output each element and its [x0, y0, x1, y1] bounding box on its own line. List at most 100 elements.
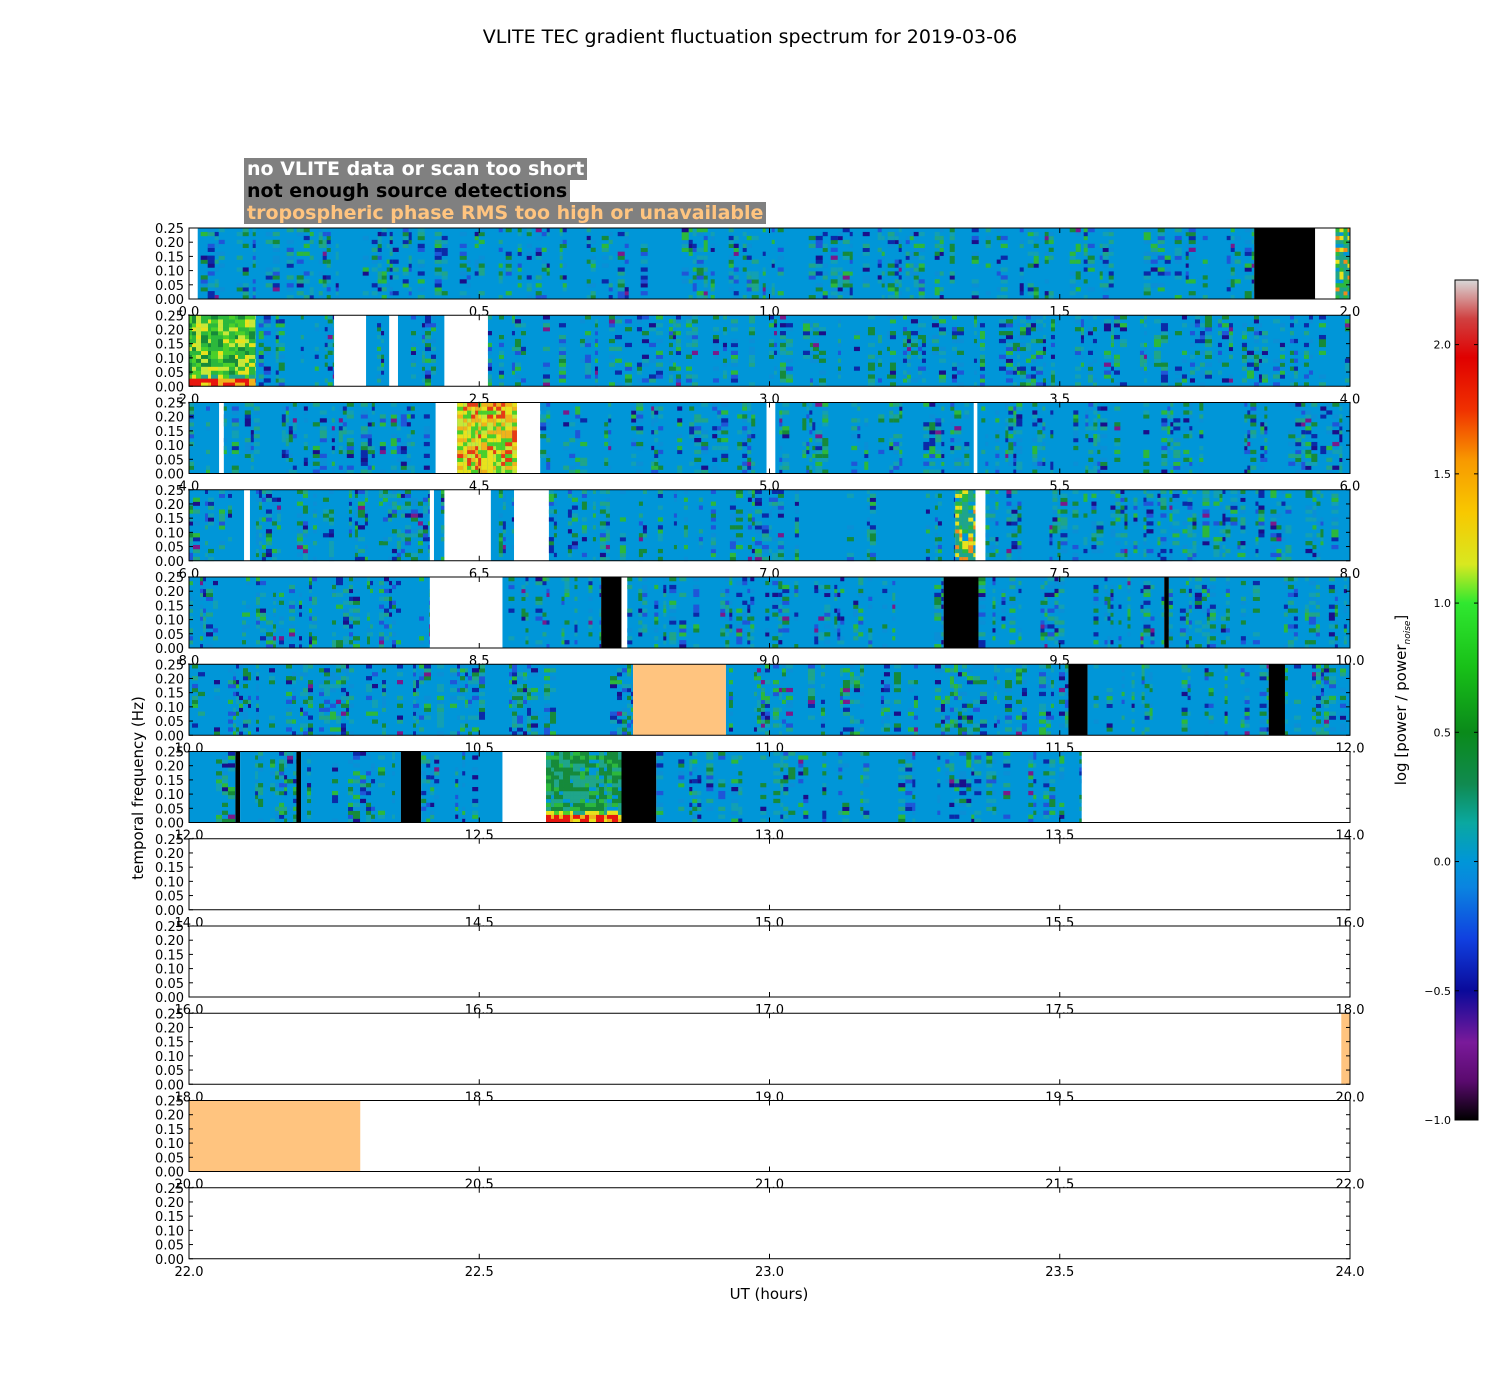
colorbar-tick-label: 1.0: [1434, 597, 1452, 610]
y-tick-label: 0.15: [155, 861, 184, 876]
y-tick-label: 0.00: [155, 991, 184, 1006]
segment-no-detections: [400, 751, 422, 823]
segment-spectrum: [775, 402, 974, 474]
y-tick-label: 0.10: [155, 1050, 184, 1065]
y-tick-label: 0.15: [155, 425, 184, 440]
panel-background: [189, 1013, 1350, 1085]
y-tick-label: 0.05: [155, 1239, 184, 1254]
segment-no-data: [219, 402, 224, 474]
panel-11: 0.000.050.100.150.200.25 22.0 22.5 23.0 23.5…: [155, 1182, 1364, 1280]
segment-spectrum: [627, 577, 944, 649]
panel-background: [189, 926, 1350, 997]
y-tick-label: 0.20: [155, 585, 184, 600]
legend-no-detections: not enough source detections: [244, 180, 571, 202]
segment-tropospheric: [189, 1100, 361, 1172]
y-tick-label: 0.15: [155, 1123, 184, 1138]
colorbar-tick-label: −0.5: [1424, 985, 1451, 998]
y-tick-label: 0.20: [155, 847, 184, 862]
y-tick-label: 0.15: [155, 512, 184, 527]
y-tick-label: 0.05: [155, 366, 184, 381]
y-tick-label: 0.10: [155, 788, 184, 803]
y-tick-label: 0.20: [155, 236, 184, 251]
segment-no-data: [244, 489, 250, 561]
panel-4: 0.000.050.100.150.200.258.0 8.5 9.0 9.5 10.0: [155, 571, 1364, 669]
segment-no-data: [973, 402, 978, 474]
segment-no-data: [514, 489, 549, 561]
y-tick-label: 0.25: [155, 1182, 184, 1197]
segment-no-data: [1081, 751, 1350, 823]
panel-3: 0.000.050.100.150.200.256.0 6.5 7.0 7.5 8.0: [155, 484, 1360, 582]
segment-no-data: [435, 402, 458, 474]
panel-background: [189, 838, 1350, 910]
segment-no-detections: [621, 751, 657, 823]
y-tick-label: 0.15: [155, 774, 184, 789]
panel-background: [189, 1187, 1350, 1259]
segment-spectrum: [548, 489, 956, 562]
x-tick-label: 23.0: [755, 1265, 784, 1280]
y-tick-label: 0.15: [155, 687, 184, 702]
y-tick-label: 0.05: [155, 541, 184, 556]
chart-title: VLITE TEC gradient fluctuation spectrum …: [483, 26, 1017, 48]
segment-no-data: [1315, 228, 1336, 299]
segment-tropospheric: [633, 664, 726, 736]
segment-spectrum: [421, 751, 503, 823]
segment-no-data: [975, 489, 986, 561]
segment-spectrum: [457, 402, 517, 474]
x-tick-label: 22.5: [465, 1265, 494, 1280]
colorbar-gradient: [1455, 280, 1478, 1120]
segment-spectrum: [189, 402, 220, 474]
segment-spectrum: [955, 489, 976, 562]
y-tick-label: 0.00: [155, 380, 184, 395]
segment-no-detections: [235, 751, 241, 823]
panel-2: 0.000.050.100.150.200.254.0 4.5 5.0 5.5 6.0: [155, 397, 1360, 495]
segment-no-data: [621, 577, 628, 648]
segment-no-detections: [1268, 664, 1285, 736]
y-tick-label: 0.20: [155, 498, 184, 513]
segment-no-detections: [1254, 228, 1316, 299]
segment-spectrum: [656, 751, 1082, 823]
segment-spectrum: [249, 489, 430, 562]
y-tick-label: 0.20: [155, 760, 184, 775]
x-tick-label: 22.0: [175, 1265, 204, 1280]
segment-spectrum: [487, 315, 1350, 387]
y-tick-label: 0.00: [155, 1078, 184, 1093]
segment-spectrum: [1284, 664, 1350, 736]
y-axis-label: temporal frequency (Hz): [129, 696, 147, 880]
panel-1: 0.000.050.100.150.200.252.0 2.5 3.0 3.5 4.0: [155, 309, 1360, 407]
y-tick-label: 0.00: [155, 817, 184, 832]
y-tick-label: 0.20: [155, 1021, 184, 1036]
y-tick-label: 0.20: [155, 672, 184, 687]
y-tick-label: 0.25: [155, 484, 184, 499]
segment-spectrum: [189, 489, 245, 562]
segment-spectrum: [546, 751, 622, 823]
y-tick-label: 0.00: [155, 293, 184, 308]
colorbar-frame: [1454, 279, 1479, 1121]
y-tick-label: 0.15: [155, 1210, 184, 1225]
y-tick-label: 0.15: [155, 338, 184, 353]
segment-no-data: [189, 228, 198, 299]
y-tick-label: 0.00: [155, 555, 184, 570]
segment-spectrum: [725, 664, 1069, 736]
x-tick-label: 24.0: [1336, 1265, 1365, 1280]
y-tick-label: 0.05: [155, 802, 184, 817]
segment-spectrum: [240, 751, 297, 823]
y-tick-label: 0.05: [155, 453, 184, 468]
y-tick-label: 0.20: [155, 934, 184, 949]
segment-no-data: [429, 577, 503, 648]
segment-spectrum: [189, 751, 236, 823]
y-tick-label: 0.10: [155, 701, 184, 716]
y-tick-label: 0.15: [155, 250, 184, 265]
segment-spectrum: [1335, 228, 1350, 300]
y-tick-label: 0.00: [155, 729, 184, 744]
y-tick-label: 0.25: [155, 309, 184, 324]
segment-no-detections: [1164, 577, 1169, 648]
segment-spectrum: [189, 664, 634, 736]
colorbar-tick-label: 0.5: [1434, 726, 1452, 739]
y-tick-label: 0.05: [155, 1064, 184, 1079]
y-tick-label: 0.15: [155, 948, 184, 963]
y-tick-label: 0.15: [155, 1036, 184, 1051]
segment-spectrum: [985, 489, 1350, 562]
